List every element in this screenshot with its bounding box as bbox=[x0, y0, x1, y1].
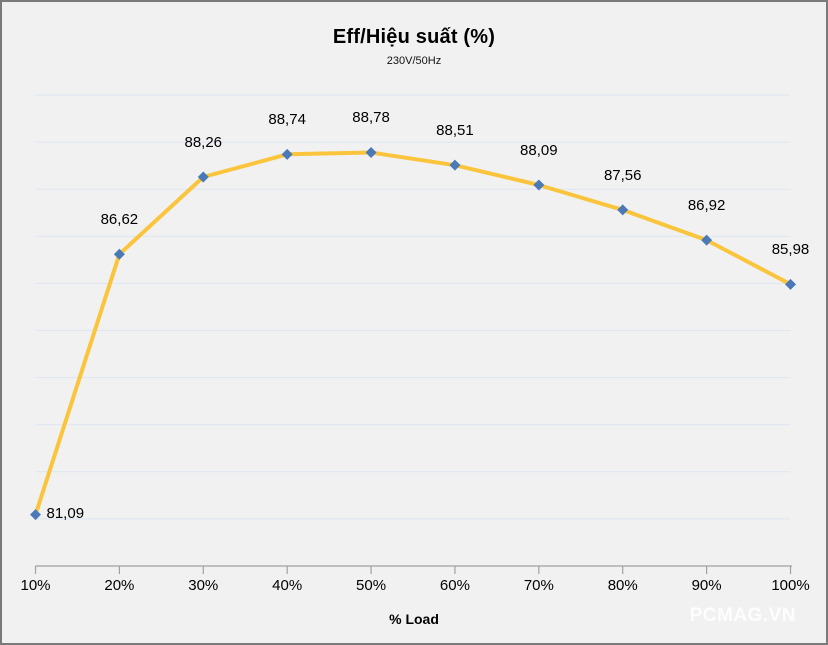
x-tick-label: 70% bbox=[523, 577, 554, 594]
x-tick-label: 80% bbox=[607, 577, 638, 594]
data-point-marker bbox=[449, 159, 461, 171]
data-label: 88,09 bbox=[520, 141, 558, 159]
data-label: 86,92 bbox=[687, 197, 726, 215]
data-label: 88,26 bbox=[184, 133, 223, 151]
data-point-marker bbox=[197, 171, 209, 183]
data-label: 87,56 bbox=[603, 166, 642, 184]
data-label: 88,78 bbox=[352, 109, 390, 127]
data-point-marker bbox=[365, 146, 377, 158]
data-point-marker bbox=[113, 248, 125, 260]
x-tick-label: 50% bbox=[356, 577, 387, 594]
x-tick-label: 20% bbox=[104, 577, 135, 594]
data-point-marker bbox=[30, 509, 41, 521]
data-point-marker bbox=[281, 148, 293, 160]
x-tick-label: 60% bbox=[439, 577, 470, 594]
x-tick-label: 90% bbox=[691, 577, 722, 594]
data-label: 81,09 bbox=[46, 504, 85, 522]
data-point-marker bbox=[533, 179, 545, 191]
data-point-marker bbox=[701, 234, 713, 246]
watermark: PCMAG.VN bbox=[689, 605, 796, 626]
x-tick-label: 30% bbox=[188, 577, 219, 594]
x-tick-label: 40% bbox=[272, 577, 303, 594]
x-tick-label: 100% bbox=[771, 577, 810, 594]
chart-title: Eff/Hiệu suất (%) bbox=[332, 26, 496, 48]
x-axis-title: % Load bbox=[389, 611, 439, 627]
data-point-marker bbox=[785, 278, 796, 290]
data-label: 88,74 bbox=[268, 111, 306, 129]
x-tick-label: 10% bbox=[20, 577, 51, 594]
data-label: 86,62 bbox=[100, 211, 139, 229]
series-line bbox=[33, 150, 793, 517]
data-label: 88,51 bbox=[436, 122, 474, 140]
data-label: 85,98 bbox=[771, 241, 810, 259]
chart-subtitle: 230V/50Hz bbox=[386, 55, 442, 67]
data-point-marker bbox=[617, 204, 629, 216]
